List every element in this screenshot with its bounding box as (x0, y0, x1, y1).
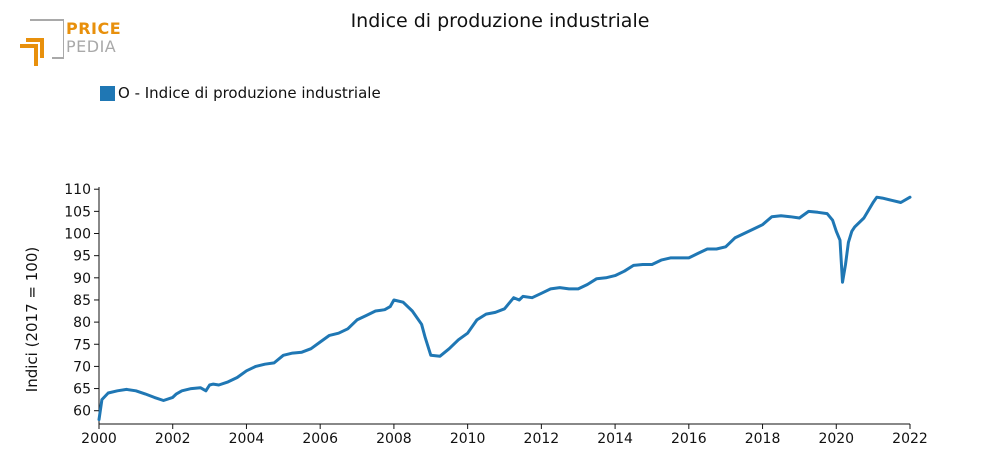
x-tick-label: 2022 (892, 431, 928, 447)
y-tick-label: 80 (73, 315, 91, 331)
y-tick-label: 60 (73, 404, 91, 420)
x-tick-label: 2020 (818, 431, 854, 447)
x-tick-label: 2000 (81, 431, 117, 447)
y-tick-label: 100 (64, 227, 91, 243)
y-tick-label: 90 (73, 271, 91, 287)
x-tick-label: 2012 (524, 431, 560, 447)
y-tick-label: 85 (73, 293, 91, 309)
x-tick-label: 2008 (376, 431, 412, 447)
logo-text-price: PRICE (66, 19, 122, 38)
y-tick-label: 110 (64, 182, 91, 198)
axes (98, 187, 910, 425)
y-tick-label: 75 (73, 337, 91, 353)
x-tick-label: 2010 (450, 431, 486, 447)
legend-swatch (100, 85, 115, 101)
series-group (97, 195, 912, 422)
y-tick-label: 65 (73, 382, 91, 398)
x-tick-label: 2004 (229, 431, 265, 447)
x-tick-label: 2002 (155, 431, 191, 447)
legend-label: O - Indice di produzione industriale (118, 84, 381, 102)
ticks: 60 65 70 75 80 85 90 95 100 105 110 2000 2002 2004 200… (64, 182, 928, 447)
y-tick-label: 95 (73, 249, 91, 265)
legend: O - Indice di produzione industriale (100, 84, 381, 102)
y-tick-label: 70 (73, 359, 91, 375)
logo-text-pedia: PEDIA (66, 37, 117, 56)
x-tick-label: 2018 (745, 431, 781, 447)
y-tick-label: 105 (64, 204, 91, 220)
series-line (97, 195, 912, 422)
x-tick-label: 2014 (597, 431, 633, 447)
x-tick-label: 2006 (302, 431, 338, 447)
y-axis-title: Indici (2017 = 100) (23, 247, 41, 392)
x-tick-label: 2016 (671, 431, 707, 447)
pricepedia-logo: PRICE PEDIA (18, 18, 128, 68)
chart-title: Indice di produzione industriale (350, 10, 650, 32)
